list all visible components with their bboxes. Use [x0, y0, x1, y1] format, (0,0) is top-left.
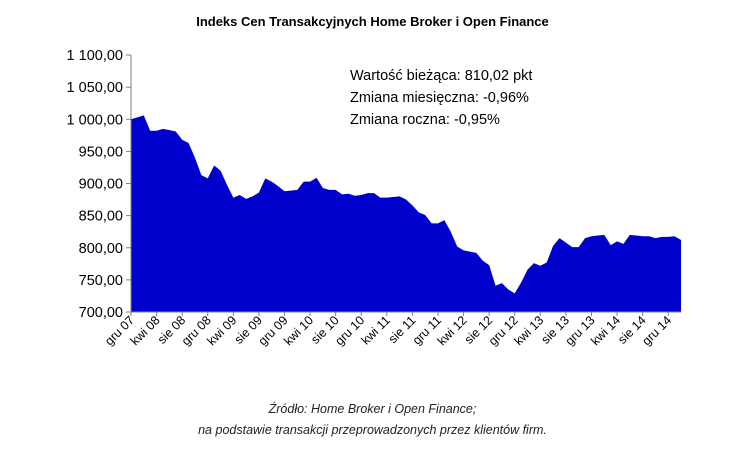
source-line-2: na podstawie transakcji przeprowadzonych… [198, 423, 547, 437]
x-tick-label: kwi 11 [359, 313, 393, 347]
x-tick-label: kwi 08 [128, 313, 163, 348]
y-tick-label: 850,00 [79, 209, 123, 225]
y-tick-label: 1 100,00 [67, 48, 123, 64]
source-note: Źródło: Home Broker i Open Finance; na p… [0, 399, 745, 441]
y-tick-label: 1 000,00 [67, 112, 123, 128]
y-tick-label: 950,00 [79, 144, 123, 160]
annotation-monthly-change: Zmiana miesięczna: -0,96% [350, 90, 529, 106]
annotation-current-value: Wartość bieżąca: 810,02 pkt [350, 68, 532, 84]
y-tick-label: 700,00 [79, 305, 123, 321]
y-tick-label: 900,00 [79, 177, 123, 193]
x-tick-label: kwi 10 [281, 313, 316, 348]
annotation-yearly-change: Zmiana roczna: -0,95% [350, 112, 500, 128]
series-area [131, 115, 681, 313]
chart-title: Indeks Cen Transakcyjnych Home Broker i … [196, 14, 549, 29]
source-line-1: Źródło: Home Broker i Open Finance; [268, 402, 477, 416]
x-tick-label: gru 10 [332, 313, 367, 348]
x-tick-label: kwi 13 [511, 313, 546, 348]
y-tick-label: 1 050,00 [67, 80, 123, 96]
y-tick-label: 750,00 [79, 273, 123, 289]
y-tick-label: 800,00 [79, 241, 123, 257]
x-tick-label: kwi 14 [588, 313, 623, 348]
x-tick-label: kwi 12 [435, 313, 470, 348]
x-tick-label: gru 14 [639, 313, 674, 348]
x-tick-label: kwi 09 [204, 313, 239, 348]
